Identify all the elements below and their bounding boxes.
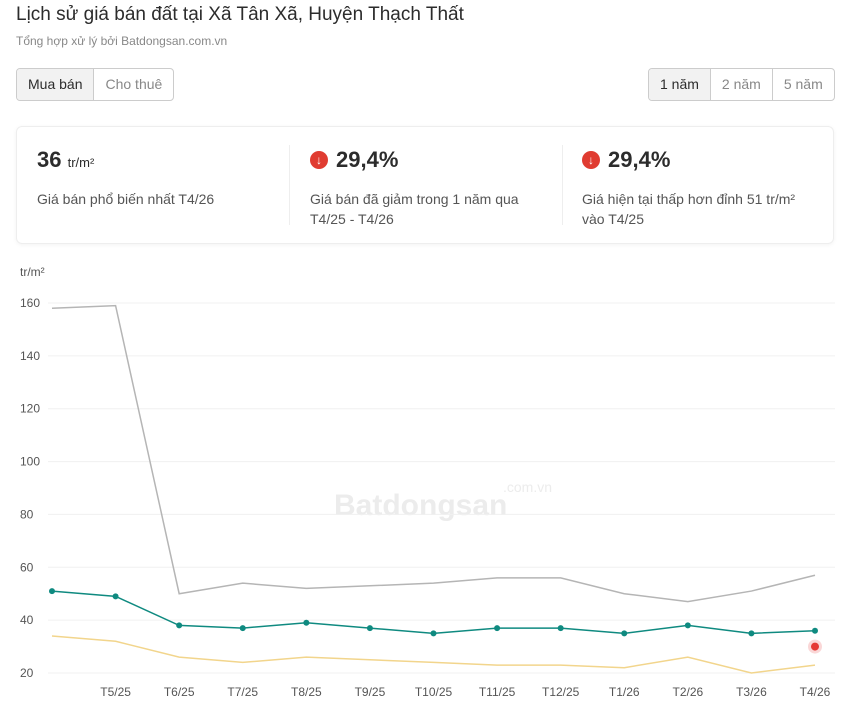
- period[interactable]: 2 năm: [709, 69, 772, 100]
- y-tick-label: 60: [20, 560, 34, 574]
- point: [748, 630, 755, 637]
- x-tick-label: T5/25: [100, 685, 131, 699]
- title: Lịch sử giá bán đất tại Xã Tân Xã, Huyện…: [16, 4, 464, 25]
- point: [494, 625, 501, 632]
- period[interactable]: 1 năm: [649, 69, 710, 100]
- y-tick-label: 20: [20, 666, 34, 680]
- tab[interactable]: Mua bán: [17, 69, 94, 100]
- tabs: Mua bán Cho thuê: [16, 68, 175, 101]
- x-tick-label: T6/25: [164, 685, 195, 699]
- chart: Batdongsan .com.vn tr/m² 20 40 60 80 100 120 1…: [20, 265, 835, 699]
- series-line: [51, 635, 816, 674]
- y-tick-label: 120: [20, 402, 40, 416]
- stat-text: Giá hiện tại thấp hơn đỉnh 51 tr/m²: [582, 191, 796, 207]
- x-tick-label: T3/26: [736, 685, 767, 699]
- y-tick-label: 40: [20, 613, 34, 627]
- point: [684, 622, 691, 629]
- y-axis-label: tr/m²: [20, 265, 45, 279]
- stat-text: Giá bán đã giảm trong 1 năm qua: [310, 191, 519, 207]
- stat-value: 29,4%: [336, 147, 399, 172]
- series-line: [51, 304, 816, 603]
- x-tick-label: T11/25: [479, 685, 516, 699]
- separator: [562, 145, 563, 225]
- x-tick-label: T2/26: [672, 685, 703, 699]
- tab[interactable]: Cho thuê: [93, 69, 173, 100]
- point: [239, 625, 246, 632]
- x-tick-label: T1/26: [609, 685, 640, 699]
- stat-text: vào T4/25: [582, 211, 645, 227]
- point: [430, 630, 437, 637]
- stat-text: Giá bán phổ biến nhất T4/26: [37, 191, 215, 207]
- x-tick-label: T10/25: [415, 685, 453, 699]
- x-tick-label: T8/25: [291, 685, 322, 699]
- y-tick-label: 80: [20, 507, 34, 521]
- series-line: [51, 590, 816, 635]
- y-tick-label: 160: [20, 296, 40, 310]
- point: [366, 625, 373, 632]
- stat-text: T4/25 - T4/26: [310, 211, 394, 227]
- separator: [289, 145, 290, 225]
- stats-card: 36 tr/m² Giá bán phổ biến nhất T4/26 ↓ 29…: [16, 126, 834, 244]
- stat-value: 36: [37, 147, 62, 172]
- point: [812, 627, 818, 634]
- y-tick-label: 100: [20, 455, 40, 469]
- stat-value: 29,4%: [608, 147, 671, 172]
- x-tick-label: T9/25: [355, 685, 386, 699]
- current-point: [811, 642, 819, 651]
- watermark: Batdongsan: [334, 489, 507, 522]
- point: [557, 625, 564, 632]
- point: [303, 619, 310, 626]
- y-tick-label: 140: [20, 349, 40, 363]
- subtitle: Tổng hợp xử lý bởi Batdongsan.com.vn: [16, 34, 228, 48]
- point: [176, 622, 183, 629]
- point: [621, 630, 628, 637]
- periods: 1 năm 2 năm 5 năm: [648, 68, 835, 101]
- x-tick-label: T4/26: [800, 685, 831, 699]
- down-icon: ↓: [582, 151, 600, 169]
- down-icon: ↓: [310, 151, 328, 169]
- point: [112, 593, 119, 600]
- x-tick-label: T12/25: [542, 685, 580, 699]
- x-tick-label: T7/25: [227, 685, 258, 699]
- point: [49, 588, 55, 595]
- period[interactable]: 5 năm: [771, 69, 834, 100]
- stat-unit: tr/m²: [67, 155, 95, 170]
- watermark: .com.vn: [503, 479, 552, 495]
